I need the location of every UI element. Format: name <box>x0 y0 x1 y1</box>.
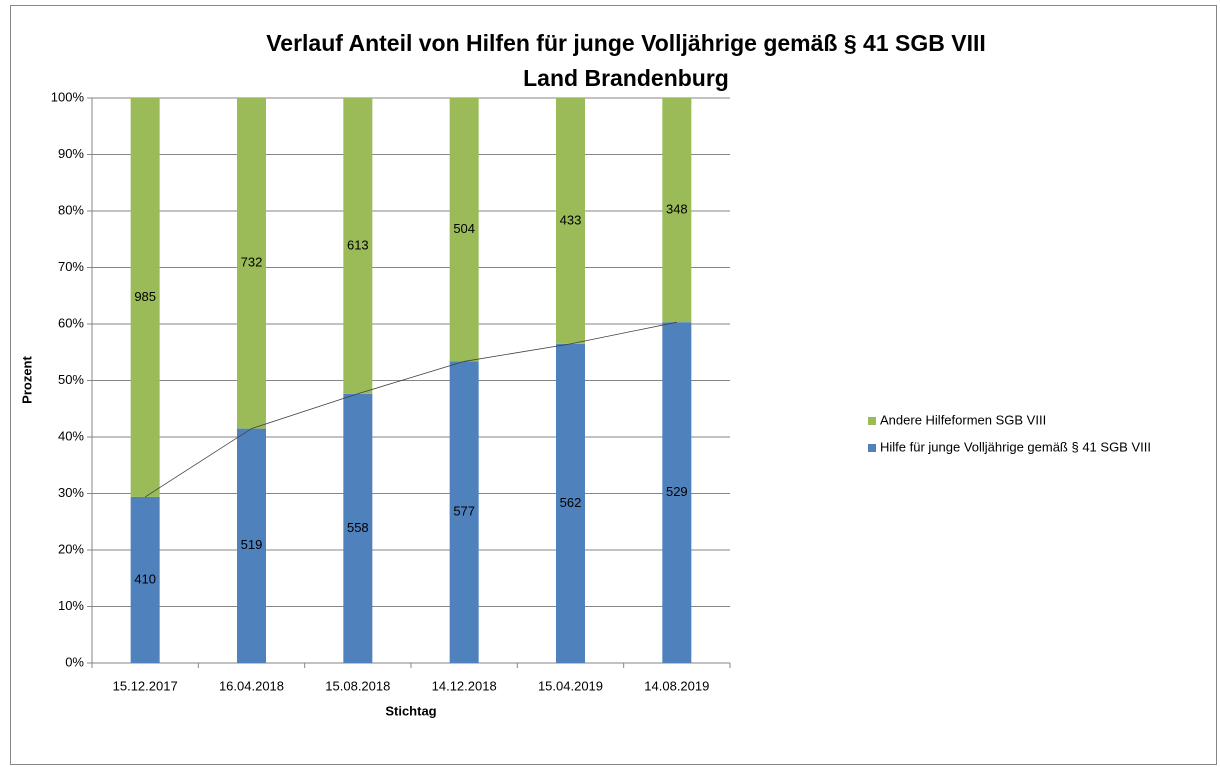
y-tick-label: 90% <box>58 146 84 161</box>
chart-border <box>10 5 1217 765</box>
y-tick-label: 0% <box>65 654 84 669</box>
y-tick-label: 50% <box>58 372 84 387</box>
x-axis-title: Stichtag <box>385 703 436 718</box>
legend-label: Andere Hilfeformen SGB VIII <box>880 412 1046 427</box>
x-tick-label: 15.12.2017 <box>113 678 178 693</box>
x-tick-label: 14.08.2019 <box>644 678 709 693</box>
y-axis-title: Prozent <box>19 355 34 403</box>
y-tick-label: 40% <box>58 428 84 443</box>
bar <box>130 98 160 497</box>
bar <box>556 98 585 344</box>
bar <box>662 98 692 323</box>
x-tick-label: 16.04.2018 <box>219 678 284 693</box>
bar <box>449 361 479 663</box>
legend-label: Hilfe für junge Volljährige gemäß § 41 S… <box>880 439 1151 454</box>
legend-swatch <box>868 417 876 425</box>
bar <box>449 98 479 362</box>
y-tick-label: 70% <box>58 259 84 274</box>
bar <box>662 322 692 663</box>
data-label: 348 <box>666 202 688 217</box>
y-tick-label: 80% <box>58 202 84 217</box>
bar <box>130 496 160 663</box>
data-label: 562 <box>560 495 582 510</box>
chart-title: Verlauf Anteil von Hilfen für junge Voll… <box>266 30 986 56</box>
y-tick-label: 60% <box>58 315 84 330</box>
y-tick-label: 30% <box>58 485 84 500</box>
data-label: 504 <box>453 221 475 236</box>
bar <box>237 428 266 663</box>
data-label: 613 <box>347 237 369 252</box>
y-tick-label: 10% <box>58 598 84 613</box>
series-line <box>144 321 677 498</box>
x-tick-label: 14.12.2018 <box>432 678 497 693</box>
data-label: 519 <box>241 537 263 552</box>
y-tick-label: 100% <box>51 89 85 104</box>
legend-swatch <box>868 444 876 452</box>
data-label: 577 <box>453 504 475 519</box>
y-tick-label: 20% <box>58 541 84 556</box>
bar <box>343 393 373 663</box>
data-label: 433 <box>560 212 582 227</box>
x-tick-label: 15.08.2018 <box>325 678 390 693</box>
data-label: 732 <box>241 255 263 270</box>
bar <box>237 98 266 429</box>
x-tick-label: 15.04.2019 <box>538 678 603 693</box>
bar <box>343 98 373 394</box>
data-label: 410 <box>134 571 156 586</box>
data-label: 985 <box>134 289 156 304</box>
bar <box>556 343 585 663</box>
data-label: 558 <box>347 520 369 535</box>
data-label: 529 <box>666 484 688 499</box>
chart-title: Land Brandenburg <box>523 65 729 91</box>
